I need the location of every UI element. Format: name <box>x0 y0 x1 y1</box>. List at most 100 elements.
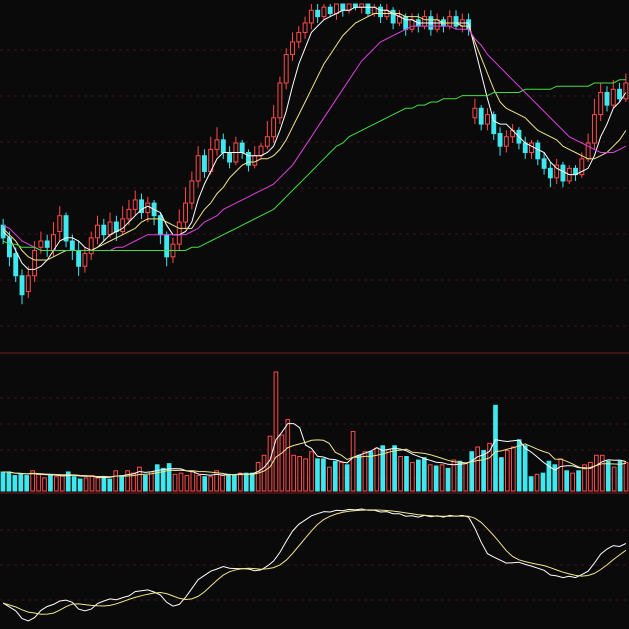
volume-bar-up <box>279 434 285 492</box>
candle-body-up <box>485 114 490 125</box>
candle-body-down <box>560 164 566 182</box>
volume-bar-down <box>457 460 463 492</box>
volume-bar-up <box>267 435 273 492</box>
volume-bar-up <box>588 461 593 492</box>
candle-body-up <box>409 19 415 30</box>
candle <box>315 4 321 23</box>
volume-bar-down <box>380 445 386 492</box>
candle-body-up <box>32 249 38 277</box>
candle-body-up <box>132 199 138 210</box>
candle-body-up <box>195 155 201 182</box>
candle-body-down <box>352 3 358 8</box>
volume-bar-down <box>522 445 528 492</box>
candle-body-up <box>82 253 88 267</box>
volume-bar-up <box>303 458 308 492</box>
candle-body-up <box>88 237 94 255</box>
candle-body-down <box>403 16 409 30</box>
candle-body-up <box>277 82 283 119</box>
volume-bar-up <box>285 419 291 492</box>
volume-average-line <box>3 439 627 478</box>
candle <box>302 16 308 39</box>
volume-bar-up <box>178 472 184 492</box>
volume-bar-down <box>605 460 611 492</box>
candle-body-up <box>554 164 560 179</box>
candle-body-down <box>522 142 528 154</box>
candle-body-up <box>503 136 509 147</box>
volume-bar-down <box>71 476 77 492</box>
volume-bar-up <box>196 475 202 492</box>
candle-body-down <box>69 240 75 251</box>
candle <box>365 3 371 17</box>
volume-bar-down <box>166 463 172 492</box>
candle <box>560 162 566 188</box>
volume-bar-up <box>36 473 41 492</box>
candle-body-down <box>44 240 50 248</box>
candle <box>321 4 327 20</box>
candle <box>547 162 553 188</box>
candle <box>503 130 509 153</box>
candle-body-up <box>25 275 31 293</box>
volume-bar-up <box>190 471 196 492</box>
volume-bar-up <box>463 463 469 492</box>
candle <box>617 83 623 102</box>
candle <box>529 139 534 159</box>
volume-bar-up <box>148 471 154 492</box>
volume-bar-up <box>439 464 445 492</box>
candle <box>44 234 50 257</box>
volume-bar-down <box>101 476 107 492</box>
candle-body-up <box>176 221 182 245</box>
volume-bar-down <box>421 457 427 492</box>
candle <box>57 206 63 241</box>
candle <box>541 152 547 175</box>
candle-body-down <box>541 158 547 169</box>
candle <box>264 120 270 150</box>
candle-body-down <box>139 199 144 214</box>
candle <box>13 247 19 283</box>
volume-bar-up <box>326 466 332 492</box>
candle-body-down <box>453 16 459 27</box>
candle <box>183 187 189 229</box>
volume-bar-down <box>552 464 558 492</box>
volume-bar-down <box>433 465 439 492</box>
candle-body-up <box>126 208 132 220</box>
candle <box>327 4 333 17</box>
candle <box>88 231 94 260</box>
candle <box>491 111 497 140</box>
candle <box>453 10 459 30</box>
candle-body-up <box>183 202 189 223</box>
volume-average-line <box>3 423 627 478</box>
volume-bar-up <box>131 472 136 492</box>
volume-bar-up <box>125 470 130 492</box>
volume-bar-down <box>226 473 231 492</box>
candle <box>478 105 484 131</box>
candle-body-up <box>120 218 126 233</box>
candle-body-up <box>283 54 289 84</box>
indicator-panel <box>2 508 627 622</box>
candle-body-up <box>258 145 264 157</box>
volume-bar-up <box>42 477 47 492</box>
candle-body-up <box>214 139 220 150</box>
volume-bar-down <box>416 459 421 492</box>
volume-bar-up <box>386 448 392 492</box>
candle-body-up <box>529 142 534 154</box>
volume-bar-up <box>261 454 267 492</box>
candle-body-down <box>76 249 82 267</box>
candle <box>176 209 182 251</box>
volume-bar-up <box>350 431 356 492</box>
candle-body-down <box>239 142 245 154</box>
volume-bar-up <box>208 476 213 492</box>
volume-bar-down <box>546 460 552 492</box>
candle-body-up <box>296 31 302 43</box>
candle-body-down <box>491 114 497 135</box>
volume-bar-down <box>321 458 326 492</box>
candle <box>472 98 478 125</box>
volume-bar-up <box>623 461 629 492</box>
volume-bar-up <box>505 450 510 492</box>
candle <box>132 190 138 216</box>
candle-body-down <box>220 139 226 154</box>
indicator-signal-line <box>2 509 627 615</box>
candle <box>246 149 251 172</box>
volume-bar-down <box>344 464 350 492</box>
